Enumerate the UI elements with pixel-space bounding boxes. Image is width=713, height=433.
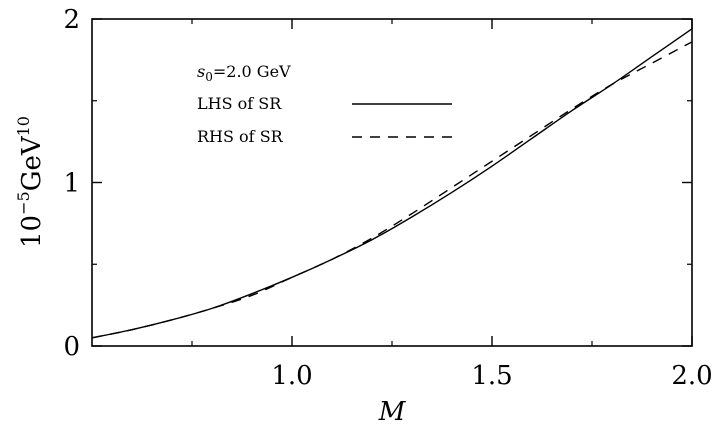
y-tick-label: 1: [63, 169, 80, 199]
plot-frame: [91, 18, 693, 347]
series-line-lhs: [91, 28, 693, 339]
x-tick-label: 2.0: [671, 361, 712, 391]
y-axis-title: 10−5GeV10: [14, 116, 47, 248]
x-axis-title: M: [378, 397, 407, 427]
y-tick-label: 0: [63, 332, 80, 362]
legend-label-rhs: RHS of SR: [197, 127, 284, 146]
x-tick-label: 1.0: [271, 361, 312, 391]
legend-label-lhs: LHS of SR: [197, 94, 282, 113]
ticks-layer: 1.0 1.5 2.0 0 1 2: [63, 5, 712, 391]
y-tick-label: 2: [63, 5, 80, 35]
x-tick-label: 1.5: [471, 361, 512, 391]
legend-title: s0=2.0 GeV: [197, 62, 291, 84]
legend: s0=2.0 GeV LHS of SR RHS of SR: [197, 62, 452, 146]
series-layer: [91, 28, 693, 339]
series-line-rhs: [91, 41, 693, 339]
